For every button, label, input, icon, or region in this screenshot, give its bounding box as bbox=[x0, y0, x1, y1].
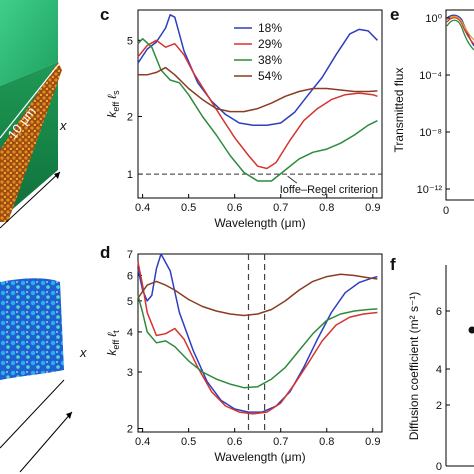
series-line-29pct bbox=[137, 262, 378, 415]
panel-f-point bbox=[468, 326, 474, 334]
y-tick-label: 3 bbox=[127, 367, 133, 379]
series-line-29pct bbox=[137, 39, 378, 170]
legend-label: 38% bbox=[258, 53, 282, 67]
panel-e-ytick-label: 10⁻¹² bbox=[417, 184, 443, 196]
x-axis-label-b: x bbox=[79, 345, 87, 360]
series-line-54pct bbox=[138, 66, 378, 113]
chart-d: 0.4 0.5 0.6 0.7 0.8 0.9 2 3 4 5 6 7 Wavelength (μm) k… bbox=[105, 249, 383, 464]
arrowhead-a bbox=[54, 172, 60, 179]
series-line-54pct bbox=[137, 273, 378, 317]
edge-line-b bbox=[19, 411, 73, 473]
panel-e-ytick-label: 10⁻⁸ bbox=[419, 127, 442, 139]
panel-f-ytick-label: 0 bbox=[436, 461, 442, 473]
y-tick-label: 2 bbox=[127, 111, 133, 123]
panel-f-ytick-label: 6 bbox=[436, 306, 442, 318]
legend-label: 29% bbox=[258, 37, 282, 51]
x-tick-label: 0.5 bbox=[181, 436, 196, 448]
y-axis-label: keffℓt bbox=[105, 330, 121, 356]
sample-particle-layer bbox=[0, 62, 62, 222]
x-tick-label: 0.9 bbox=[365, 202, 380, 214]
chart-c: 0.4 0.5 0.6 0.7 0.8 0.9 1 2 5 Wavelength (μm) keff… bbox=[105, 9, 383, 230]
legend-label: 54% bbox=[258, 69, 282, 83]
panel-f-ytick-label: 4 bbox=[436, 364, 442, 376]
y-tick-label: 4 bbox=[127, 327, 133, 339]
panel-label-e: e bbox=[390, 5, 399, 24]
panel-label-f: f bbox=[390, 255, 396, 274]
panel-e-xtick: 0 bbox=[443, 205, 449, 217]
panel-e-curve-green bbox=[446, 19, 474, 51]
sample-top-face bbox=[0, 0, 58, 86]
y-tick-label: 7 bbox=[127, 249, 133, 261]
y-tick-label: 2 bbox=[127, 423, 133, 435]
x-axis-label-a: x bbox=[59, 118, 67, 133]
x-axis-arrow-b bbox=[0, 379, 65, 449]
x-tick-label: 0.7 bbox=[273, 202, 288, 214]
panel-f-ylabel: Diffusion coefficient (m² s⁻¹) bbox=[407, 292, 421, 441]
x-axis-label: Wavelength (μm) bbox=[214, 216, 305, 230]
panel-f: 0 2 4 6 Diffusion coefficient (m² s⁻¹) bbox=[407, 265, 474, 473]
x-tick-label: 0.4 bbox=[135, 436, 150, 448]
x-tick-label: 0.7 bbox=[273, 436, 288, 448]
panel-e-ytick-label: 10⁻⁴ bbox=[419, 70, 442, 82]
panel-e-ytick-label: 10⁰ bbox=[425, 13, 442, 25]
y-tick-label: 5 bbox=[127, 35, 133, 47]
x-tick-label: 0.6 bbox=[227, 436, 242, 448]
panel-e: 10⁰ 10⁻⁴ 10⁻⁸ 10⁻¹² 0 Transmitted flux bbox=[392, 9, 474, 217]
x-tick-label: 0.8 bbox=[319, 436, 334, 448]
y-tick-label: 6 bbox=[127, 270, 133, 282]
reference-line-label: Ioffe–Regel criterion bbox=[280, 184, 378, 196]
series-line-18pct bbox=[137, 14, 378, 126]
panel-label-c: c bbox=[100, 5, 109, 24]
y-axis-label: keffℓs bbox=[105, 90, 121, 118]
series-line-18pct bbox=[137, 253, 378, 413]
x-tick-label: 0.6 bbox=[227, 202, 242, 214]
plot-frame-d bbox=[137, 253, 383, 433]
series-line-38pct bbox=[137, 37, 378, 182]
scale-bar-line bbox=[0, 59, 63, 139]
x-tick-label: 0.4 bbox=[135, 202, 150, 214]
legend-label: 18% bbox=[258, 21, 282, 35]
y-tick-label: 5 bbox=[127, 296, 133, 308]
series-line-38pct bbox=[137, 295, 378, 389]
field-volume bbox=[0, 278, 64, 380]
arrowhead-b bbox=[66, 412, 72, 419]
y-tick-label: 1 bbox=[127, 169, 133, 181]
panel-e-curve-orange bbox=[446, 15, 474, 41]
x-tick-label: 0.8 bbox=[319, 202, 334, 214]
panel-f-ytick-label: 2 bbox=[436, 400, 442, 412]
panel-e-curve-red bbox=[446, 17, 474, 45]
x-tick-label: 0.5 bbox=[181, 202, 196, 214]
panel-e-ylabel: Transmitted flux bbox=[392, 68, 406, 153]
x-axis-label: Wavelength (μm) bbox=[214, 450, 305, 464]
panel-e-frame bbox=[445, 9, 474, 201]
x-axis-arrow-a bbox=[0, 171, 61, 229]
plot-frame-c bbox=[137, 9, 383, 199]
panel-b-field: x bbox=[0, 278, 87, 473]
panel-label-d: d bbox=[100, 243, 110, 262]
reference-pointer bbox=[287, 175, 298, 184]
panel-a-sample: 10 μm x bbox=[0, 0, 67, 229]
x-tick-label: 0.9 bbox=[365, 436, 380, 448]
